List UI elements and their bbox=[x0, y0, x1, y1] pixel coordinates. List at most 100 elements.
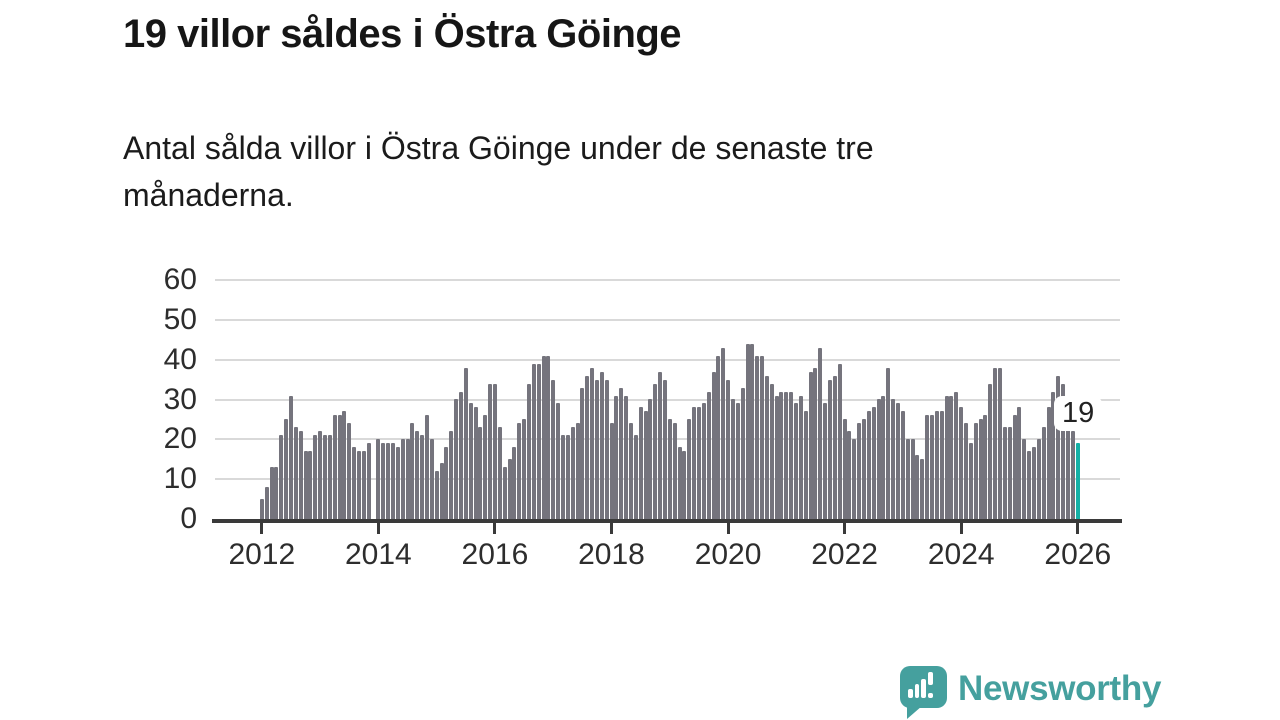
bar-month bbox=[750, 344, 755, 519]
logo-chart-bar bbox=[908, 689, 913, 698]
bar-month bbox=[298, 431, 303, 519]
y-axis-tick-label: 50 bbox=[163, 302, 197, 336]
bar-month bbox=[794, 403, 799, 519]
bar-month bbox=[876, 399, 881, 519]
bar-month bbox=[730, 399, 735, 519]
bar-month bbox=[556, 403, 561, 519]
bar-month bbox=[653, 384, 658, 519]
bar-month bbox=[284, 419, 289, 519]
bar-month bbox=[614, 396, 619, 519]
bar-month bbox=[395, 447, 400, 519]
bar-month bbox=[492, 384, 497, 519]
bar-month bbox=[677, 447, 682, 519]
x-axis-tick bbox=[376, 523, 380, 534]
bar-month bbox=[580, 388, 585, 519]
bar-month bbox=[959, 407, 964, 519]
bar-month bbox=[988, 384, 993, 519]
bar-month bbox=[964, 423, 969, 519]
gridline bbox=[215, 279, 1120, 281]
bar-month bbox=[925, 415, 930, 519]
bar-month bbox=[259, 499, 264, 519]
bar-month bbox=[458, 392, 463, 519]
bar-month bbox=[716, 356, 721, 519]
bar-month bbox=[575, 423, 580, 519]
bar-month bbox=[721, 348, 726, 519]
gridline bbox=[215, 358, 1120, 361]
logo-exclamation-bar bbox=[928, 672, 933, 685]
bar-month bbox=[1022, 439, 1027, 519]
bar-month bbox=[526, 384, 531, 519]
bar-month bbox=[852, 439, 857, 519]
bar-month bbox=[740, 388, 745, 519]
bar-month bbox=[590, 368, 595, 519]
bar-month bbox=[818, 348, 823, 519]
x-axis-tick bbox=[610, 523, 613, 534]
bar-month bbox=[541, 356, 546, 519]
bar-month bbox=[488, 384, 493, 519]
bar-month bbox=[303, 451, 308, 519]
newsworthy-logo-icon bbox=[900, 666, 947, 719]
bar-month bbox=[434, 471, 439, 519]
bar-month bbox=[701, 403, 706, 519]
x-axis-tick bbox=[493, 523, 497, 534]
bar-month bbox=[570, 427, 575, 519]
logo-chart-bar bbox=[914, 684, 919, 698]
bar-month bbox=[463, 368, 468, 519]
bar-month bbox=[400, 439, 405, 519]
bar-month bbox=[585, 376, 590, 519]
y-axis-tick-label: 0 bbox=[180, 502, 197, 535]
y-axis-tick-label: 60 bbox=[163, 263, 197, 296]
bar-month bbox=[332, 415, 337, 519]
x-axis-tick-label: 2022 bbox=[811, 538, 878, 571]
y-axis-tick-label: 30 bbox=[163, 382, 197, 416]
bar-month bbox=[497, 427, 502, 519]
bar-month bbox=[318, 431, 323, 519]
bar-month bbox=[667, 419, 672, 519]
chart-subtitle-line2: månaderna. bbox=[123, 177, 294, 213]
bar-month bbox=[706, 392, 711, 519]
bar-month bbox=[687, 419, 692, 519]
bar-month bbox=[313, 435, 318, 519]
bar-month bbox=[366, 443, 371, 519]
bar-month bbox=[662, 380, 667, 519]
bar-month bbox=[308, 451, 313, 519]
bar-month bbox=[881, 396, 886, 519]
bar-month bbox=[643, 411, 648, 519]
bar-month bbox=[381, 443, 386, 519]
bar-month bbox=[619, 388, 624, 519]
bar-month bbox=[1051, 392, 1056, 519]
bar-month bbox=[658, 372, 663, 519]
bar-month bbox=[1070, 431, 1075, 519]
bar-month bbox=[628, 423, 633, 519]
y-axis-tick-label: 10 bbox=[163, 462, 197, 496]
bar-month bbox=[803, 411, 808, 519]
bar-month bbox=[638, 407, 643, 519]
bar-month bbox=[954, 392, 959, 519]
bar-month bbox=[1012, 415, 1017, 519]
logo-chart-bar bbox=[921, 679, 926, 698]
bar-month bbox=[910, 439, 915, 519]
bar-month bbox=[478, 427, 483, 519]
bar-month bbox=[672, 423, 677, 519]
bar-month bbox=[279, 435, 284, 519]
bar-month bbox=[376, 439, 381, 519]
bar-month bbox=[531, 364, 536, 519]
x-axis-tick bbox=[726, 523, 730, 534]
bar-month bbox=[1056, 376, 1061, 519]
gridline bbox=[215, 398, 1120, 401]
bar-month bbox=[847, 431, 852, 519]
bar-month bbox=[682, 451, 687, 519]
bar-month bbox=[327, 435, 332, 519]
bar-month bbox=[604, 380, 609, 519]
bar-month bbox=[968, 443, 973, 519]
bar-month bbox=[813, 368, 818, 519]
bar-month bbox=[900, 411, 905, 519]
bar-month bbox=[386, 443, 391, 519]
bar-month bbox=[439, 463, 444, 519]
bar-month bbox=[891, 399, 896, 519]
bar-month bbox=[502, 467, 507, 519]
bar-month bbox=[356, 451, 361, 519]
x-axis-tick-label: 2026 bbox=[1044, 538, 1112, 571]
bar-month bbox=[944, 396, 949, 519]
